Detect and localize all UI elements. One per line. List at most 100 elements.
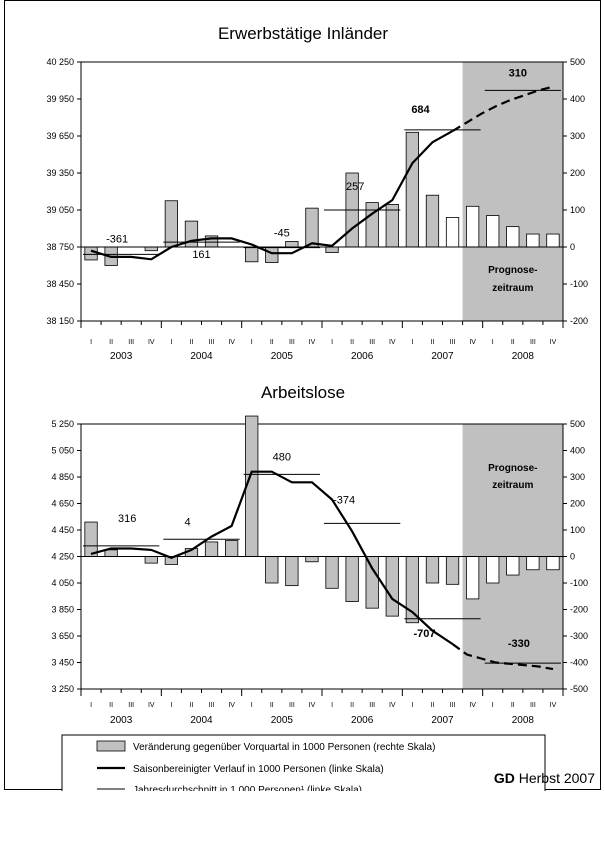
annual-change-label: 316: [118, 513, 136, 525]
quarter-label: I: [411, 339, 413, 346]
quarter-label: III: [209, 339, 215, 346]
bar: [365, 556, 379, 609]
chart-2: Arbeitslose 3 250 3 450 3 650 3 850 4 050 4 25…: [51, 383, 588, 726]
year-label: 2007: [431, 715, 454, 726]
chart-1: Erwerbstätige Inländer 38 150 38 450 38 750…: [46, 24, 588, 362]
year-label: 2004: [190, 715, 213, 726]
bar: [425, 194, 440, 248]
right-axis-tick-label: 400: [570, 446, 585, 456]
year-label: 2005: [271, 715, 294, 726]
quarter-label: I: [331, 702, 333, 709]
seasonal-line: [90, 470, 454, 645]
quarter-label: I: [411, 702, 413, 709]
right-axis-tick-label: 100: [570, 205, 585, 215]
annual-change-label: -361: [106, 233, 128, 245]
quarter-label: IV: [469, 339, 476, 346]
year-label: 2003: [110, 715, 133, 726]
quarter-label: I: [492, 702, 494, 709]
quarter-label: II: [431, 702, 435, 709]
year-label: 2008: [512, 715, 535, 726]
annual-change-label: -45: [274, 228, 290, 240]
annual-change-label: 480: [273, 451, 291, 463]
annual-change-label: 161: [192, 249, 210, 261]
quarter-label: IV: [148, 339, 155, 346]
left-axis-tick-label: 4 250: [51, 552, 74, 562]
left-axis-tick-label: 38 750: [46, 242, 74, 252]
bar: [465, 556, 480, 600]
seasonal-line-forecast: [451, 643, 554, 671]
quarter-label: II: [190, 702, 194, 709]
quarter-label: IV: [550, 339, 557, 346]
quarter-label: I: [492, 339, 494, 346]
left-axis-tick-label: 4 650: [51, 499, 74, 509]
bar: [506, 226, 520, 248]
quarter-label: II: [109, 339, 113, 346]
year-label: 2007: [431, 351, 454, 362]
right-axis-tick-label: -200: [570, 605, 588, 615]
quarter-label: II: [109, 702, 113, 709]
quarter-label: IV: [309, 339, 316, 346]
left-axis-tick-label: 4 850: [51, 472, 74, 482]
source-date: Herbst 2007: [515, 770, 595, 786]
annual-change-label: 257: [346, 181, 364, 193]
chart-title: Arbeitslose: [261, 383, 345, 402]
right-axis-tick-label: -500: [570, 684, 588, 694]
bar: [405, 131, 420, 248]
quarter-label: II: [190, 339, 194, 346]
quarter-label: III: [128, 339, 134, 346]
bar: [144, 246, 158, 252]
legend-item: Saisonbereinigter Verlauf in 1000 Person…: [133, 764, 384, 775]
quarter-label: III: [289, 339, 295, 346]
annual-change-label: 310: [509, 67, 527, 79]
bar: [506, 556, 520, 576]
source-org: GD: [494, 770, 515, 786]
left-axis-tick-label: 38 150: [46, 316, 74, 326]
annual-change-label: -707: [413, 628, 435, 640]
chart-title: Erwerbstätige Inländer: [218, 24, 388, 43]
annual-change-label: -330: [508, 638, 530, 650]
quarter-label: III: [128, 702, 134, 709]
quarter-label: I: [251, 702, 253, 709]
bar: [486, 556, 500, 584]
quarter-label: IV: [550, 702, 557, 709]
right-axis-tick-label: 100: [570, 525, 585, 535]
bar: [425, 556, 440, 584]
bar: [285, 241, 299, 248]
quarter-label: IV: [148, 702, 155, 709]
legend-bar-swatch: [96, 740, 126, 752]
bar: [84, 521, 98, 557]
quarter-label: IV: [389, 702, 396, 709]
left-axis-tick-label: 40 250: [46, 57, 74, 67]
bar: [204, 541, 219, 557]
forecast-label: Prognose-: [488, 463, 537, 474]
left-axis-tick-label: 39 650: [46, 131, 74, 141]
right-axis-tick-label: -100: [570, 279, 588, 289]
right-axis-tick-label: 400: [570, 94, 585, 104]
bar: [365, 202, 379, 248]
bar: [385, 204, 399, 248]
quarter-label: I: [170, 702, 172, 709]
bar: [465, 205, 480, 248]
quarter-label: II: [270, 339, 274, 346]
year-label: 2006: [351, 715, 374, 726]
bar: [526, 233, 540, 248]
legend-item: Veränderung gegenüber Vorquartal in 1000…: [133, 742, 435, 753]
quarter-label: IV: [228, 702, 235, 709]
quarter-label: II: [511, 339, 515, 346]
right-axis-tick-label: -300: [570, 631, 588, 641]
bar: [285, 556, 299, 587]
left-axis-tick-label: 4 450: [51, 525, 74, 535]
quarter-label: I: [170, 339, 172, 346]
quarter-label: III: [530, 339, 536, 346]
bar: [325, 556, 339, 589]
year-label: 2005: [271, 351, 294, 362]
quarter-label: I: [251, 339, 253, 346]
bar: [265, 246, 279, 263]
bar: [345, 556, 359, 602]
source-note: GD Herbst 2007: [494, 770, 595, 786]
quarter-label: III: [450, 339, 456, 346]
left-axis-tick-label: 3 850: [51, 605, 74, 615]
bar: [546, 556, 560, 571]
right-axis-tick-label: 0: [570, 552, 575, 562]
legend-box: [61, 734, 546, 791]
